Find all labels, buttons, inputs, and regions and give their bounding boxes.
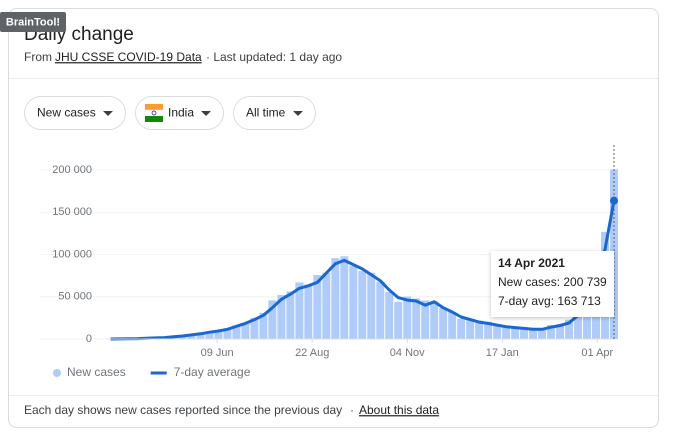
flag xyxy=(145,104,163,110)
control-new-cases[interactable]: New cases xyxy=(24,96,126,130)
bar xyxy=(232,325,241,339)
bar xyxy=(340,256,349,339)
bar xyxy=(331,258,340,339)
button-label[interactable]: All time xyxy=(246,106,286,120)
bar xyxy=(484,321,493,339)
x-tick-label: 22 Aug xyxy=(295,347,329,359)
tooltip-title: 14 Apr 2021 xyxy=(498,256,565,270)
footer-separator: · xyxy=(350,403,354,417)
bar xyxy=(448,311,457,339)
plot: 0 50 000 100 000 150 000 200 000 09 Jun 22 Aug… xyxy=(40,145,618,379)
legend-swatch xyxy=(53,369,61,377)
bar xyxy=(475,320,484,339)
bar xyxy=(286,291,295,339)
y-tick-label: 0 xyxy=(86,333,92,345)
button[interactable] xyxy=(233,96,316,130)
y-tick-label: 200 000 xyxy=(52,164,92,176)
bar xyxy=(250,317,259,339)
control-range[interactable]: All time xyxy=(233,96,316,130)
button-label[interactable]: New cases xyxy=(37,106,96,120)
button[interactable] xyxy=(24,96,126,130)
bar xyxy=(439,308,448,339)
bar xyxy=(421,300,430,339)
updated: · Last updated: 1 day ago xyxy=(206,50,342,64)
flag xyxy=(145,116,163,122)
x-tick-label: 17 Jan xyxy=(486,347,519,359)
legend-label: 7-day average xyxy=(174,365,251,379)
bar xyxy=(304,284,313,339)
y-tick-label: 150 000 xyxy=(52,206,92,218)
bar xyxy=(205,331,214,339)
bar xyxy=(223,328,232,339)
bar xyxy=(412,298,421,339)
tooltip-line: New cases: 200 739 xyxy=(498,275,607,289)
bar xyxy=(529,329,538,339)
bar xyxy=(538,329,547,339)
source-link[interactable]: JHU CSSE COVID-19 Data xyxy=(55,50,202,64)
bar xyxy=(322,272,331,339)
bar xyxy=(241,322,250,339)
bar xyxy=(277,294,286,339)
bar xyxy=(430,301,439,339)
y-tick-label: 50 000 xyxy=(58,291,92,303)
bar xyxy=(547,324,556,339)
bar xyxy=(268,300,277,339)
bar xyxy=(259,312,268,339)
caret xyxy=(201,111,211,116)
button-label[interactable]: India xyxy=(168,106,194,120)
caret xyxy=(293,111,303,116)
caret xyxy=(103,111,113,116)
about-link[interactable]: About this data xyxy=(359,403,439,417)
bar xyxy=(376,281,385,339)
bar xyxy=(493,325,502,339)
bar xyxy=(457,318,466,339)
badge-bg xyxy=(0,12,66,32)
bar xyxy=(466,318,475,339)
bar xyxy=(214,330,223,339)
legend-label: New cases xyxy=(67,365,126,379)
bar xyxy=(358,270,367,339)
tooltip xyxy=(491,251,614,317)
bar xyxy=(349,265,358,339)
bar xyxy=(565,319,574,339)
bar xyxy=(295,282,304,339)
bar xyxy=(403,296,412,339)
flag xyxy=(151,110,157,116)
badge: BrainTool! xyxy=(6,16,60,28)
bar xyxy=(394,301,403,339)
x-tick-label: 01 Apr xyxy=(581,347,613,359)
bar xyxy=(556,324,565,339)
x-tick-label: 04 Nov xyxy=(390,347,425,359)
bar xyxy=(574,308,583,339)
footer-note: Each day shows new cases reported since … xyxy=(24,403,342,417)
bar xyxy=(502,326,511,339)
bar xyxy=(313,275,322,339)
bar xyxy=(187,334,196,339)
bar xyxy=(196,333,205,339)
average-line xyxy=(110,200,616,341)
bar xyxy=(385,291,394,339)
bar xyxy=(367,272,376,339)
hover-dot xyxy=(610,196,618,205)
bar xyxy=(520,328,529,339)
bar xyxy=(511,328,520,339)
y-tick-label: 100 000 xyxy=(52,248,92,260)
tooltip-line: 7-day avg: 163 713 xyxy=(498,294,601,308)
source-prefix: From xyxy=(24,50,52,64)
x-tick-label: 09 Jun xyxy=(201,347,234,359)
control-country[interactable]: India xyxy=(135,96,224,130)
